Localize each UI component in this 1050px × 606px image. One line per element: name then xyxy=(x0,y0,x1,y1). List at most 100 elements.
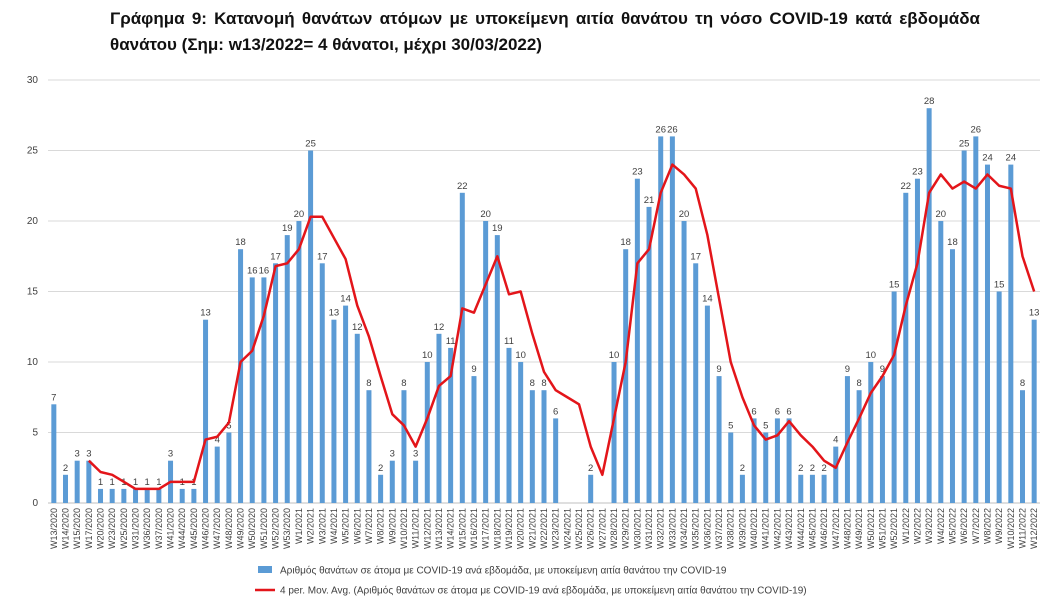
x-tick-label: W52/2020 xyxy=(271,508,281,549)
data-label: 26 xyxy=(667,124,678,135)
x-tick-label: W25/2020 xyxy=(119,508,129,549)
x-tick-label: W39/2021 xyxy=(737,508,747,549)
data-label: 23 xyxy=(632,167,643,178)
data-label: 15 xyxy=(889,280,900,291)
x-tick-label: W45/2020 xyxy=(189,508,199,549)
x-tick-label: W6/2022 xyxy=(959,508,969,544)
x-tick-label: W33/2021 xyxy=(667,508,677,549)
chart-title: Γράφημα 9: Κατανομή θανάτων ατόμων με υπ… xyxy=(110,9,980,54)
data-label: 20 xyxy=(480,209,491,220)
x-tick-label: W51/2020 xyxy=(259,508,269,549)
data-label: 17 xyxy=(317,251,328,262)
data-label: 2 xyxy=(810,463,815,474)
x-tick-label: W49/2020 xyxy=(236,508,246,549)
data-label: 6 xyxy=(553,406,558,417)
y-tick-label: 30 xyxy=(27,75,39,86)
bar xyxy=(354,333,360,503)
x-tick-label: W48/2020 xyxy=(224,508,234,549)
data-label: 2 xyxy=(378,463,383,474)
data-label: 6 xyxy=(751,406,756,417)
data-label: 6 xyxy=(775,406,780,417)
bar xyxy=(191,488,197,503)
x-tick-label: W25/2021 xyxy=(574,508,584,549)
data-label: 15 xyxy=(994,280,1005,291)
bar xyxy=(401,390,407,503)
bar xyxy=(1019,390,1025,503)
data-label: 10 xyxy=(515,350,526,361)
bar xyxy=(926,108,932,503)
x-tick-label: W48/2021 xyxy=(842,508,852,549)
bar xyxy=(716,376,722,503)
y-tick-label: 10 xyxy=(27,357,39,368)
data-label: 8 xyxy=(401,378,406,389)
data-label: 13 xyxy=(329,308,340,319)
data-label: 8 xyxy=(1020,378,1025,389)
data-label: 20 xyxy=(679,209,690,220)
x-tick-label: W5/2022 xyxy=(947,508,957,544)
bar xyxy=(973,136,979,503)
x-tick-label: W50/2021 xyxy=(866,508,876,549)
bar xyxy=(74,460,80,503)
data-label: 10 xyxy=(609,350,620,361)
x-tick-label: W31/2020 xyxy=(131,508,141,549)
x-tick-label: W3/2022 xyxy=(924,508,934,544)
x-tick-label: W22/2021 xyxy=(539,508,549,549)
bar xyxy=(319,263,325,503)
x-tick-label: W10/2021 xyxy=(399,508,409,549)
data-label: 12 xyxy=(352,322,363,333)
bar xyxy=(809,474,815,503)
x-tick-label: W46/2021 xyxy=(819,508,829,549)
bar xyxy=(786,418,792,503)
bar xyxy=(483,221,489,503)
bar xyxy=(681,221,687,503)
bar xyxy=(833,446,839,503)
bar xyxy=(203,319,209,503)
data-label: 5 xyxy=(226,421,231,432)
bar xyxy=(961,150,967,503)
bar xyxy=(133,488,139,503)
x-tick-label: W2/2021 xyxy=(306,508,316,544)
y-tick-label: 0 xyxy=(32,498,38,509)
data-label: 8 xyxy=(856,378,861,389)
bar xyxy=(774,418,780,503)
data-label: 24 xyxy=(982,153,993,164)
x-tick-label: W11/2022 xyxy=(1017,508,1027,548)
data-label: 22 xyxy=(457,181,468,192)
x-tick-label: W14/2021 xyxy=(446,508,456,549)
x-tick-label: W47/2021 xyxy=(831,508,841,549)
x-tick-label: W16/2021 xyxy=(469,508,479,549)
data-label: 18 xyxy=(235,237,246,248)
data-label: 14 xyxy=(340,294,351,305)
bar xyxy=(378,474,384,503)
data-label: 3 xyxy=(390,449,395,460)
bar xyxy=(494,235,500,503)
bar xyxy=(144,488,150,503)
bar xyxy=(938,221,944,503)
bar xyxy=(798,474,804,503)
x-tick-label: W17/2021 xyxy=(481,508,491,549)
data-label: 8 xyxy=(530,378,535,389)
x-tick-label: W44/2021 xyxy=(796,508,806,549)
bar xyxy=(821,474,827,503)
data-label: 1 xyxy=(110,477,115,488)
x-tick-label: W40/2021 xyxy=(749,508,759,549)
x-tick-label: W41/2020 xyxy=(166,508,176,549)
data-label: 18 xyxy=(947,237,958,248)
bar xyxy=(506,347,512,503)
bar xyxy=(693,263,699,503)
bar xyxy=(996,291,1002,503)
data-label: 1 xyxy=(133,477,138,488)
x-tick-label: W19/2021 xyxy=(504,508,514,549)
x-tick-label: W30/2021 xyxy=(632,508,642,549)
data-label: 19 xyxy=(492,223,503,234)
x-tick-label: W52/2021 xyxy=(889,508,899,549)
bar xyxy=(156,488,162,503)
bar xyxy=(226,432,232,503)
data-label: 25 xyxy=(305,139,316,150)
legend-label: 4 per. Mov. Avg. (Αριθμός θανάτων σε άτο… xyxy=(280,585,807,597)
x-tick-label: W9/2021 xyxy=(387,508,397,544)
x-tick-label: W12/2022 xyxy=(1029,508,1039,549)
x-tick-label: W12/2021 xyxy=(422,508,432,549)
x-tick-label: W20/2020 xyxy=(96,508,106,549)
